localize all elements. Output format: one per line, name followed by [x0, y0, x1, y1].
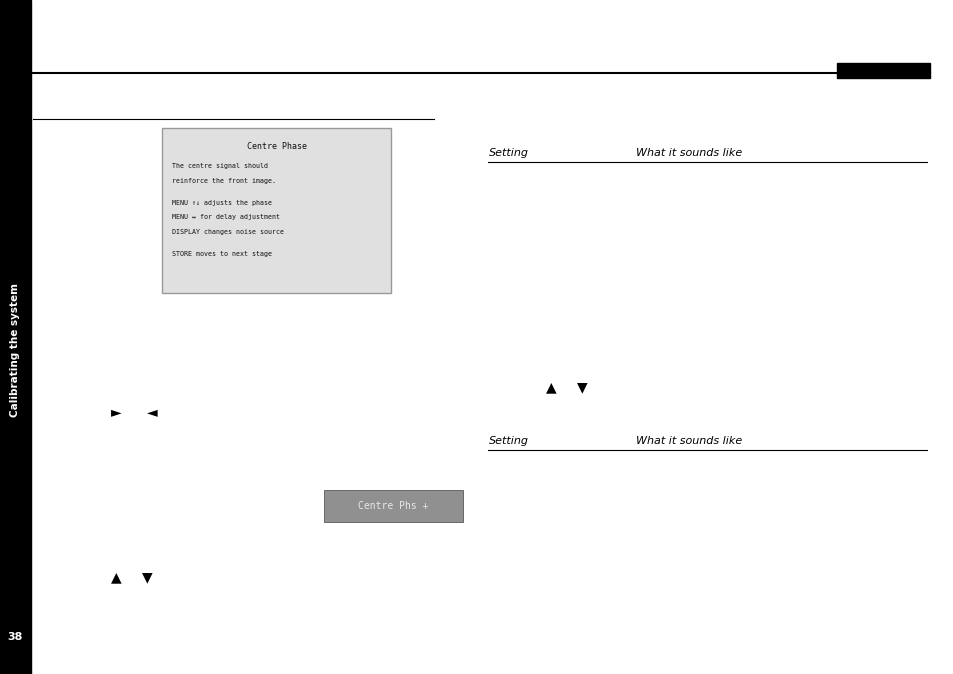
Text: 38: 38: [8, 632, 23, 642]
Text: Calibrating the system: Calibrating the system: [10, 284, 20, 417]
Text: Setting: Setting: [488, 436, 528, 446]
Text: ◄: ◄: [147, 406, 158, 419]
Text: ►: ►: [111, 406, 122, 419]
Text: Centre Phs +: Centre Phs +: [358, 501, 428, 511]
Text: reinforce the front image.: reinforce the front image.: [172, 178, 275, 184]
Text: MENU ↑↓ adjusts the phase: MENU ↑↓ adjusts the phase: [172, 200, 272, 206]
Bar: [0, 0, 30, 674]
Text: DISPLAY changes noise source: DISPLAY changes noise source: [172, 229, 283, 235]
Bar: [162, 128, 391, 293]
Text: Centre Phase: Centre Phase: [247, 142, 306, 150]
Bar: [324, 490, 462, 522]
Bar: [836, 63, 929, 78]
Text: Setting: Setting: [488, 148, 528, 158]
Text: STORE moves to next stage: STORE moves to next stage: [172, 251, 272, 257]
Text: The centre signal should: The centre signal should: [172, 163, 268, 169]
Text: What it sounds like: What it sounds like: [636, 436, 741, 446]
Text: MENU ↔ for delay adjustment: MENU ↔ for delay adjustment: [172, 214, 279, 220]
Text: ▲: ▲: [545, 381, 557, 394]
Text: ▼: ▼: [576, 381, 587, 394]
Text: ▲: ▲: [111, 571, 122, 584]
Text: What it sounds like: What it sounds like: [636, 148, 741, 158]
Text: ▼: ▼: [141, 571, 152, 584]
